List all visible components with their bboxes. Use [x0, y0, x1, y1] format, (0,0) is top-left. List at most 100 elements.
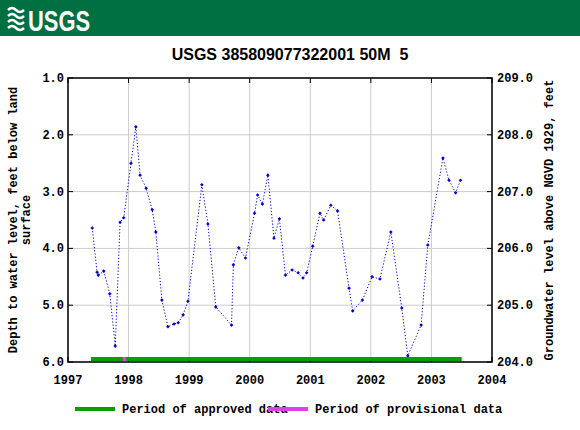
header-banner: [0, 0, 580, 36]
data-point: [296, 271, 300, 275]
legend-label: Period of provisional data: [315, 403, 502, 417]
data-point: [400, 306, 404, 310]
chart: USGS USGS 385809077322001 50M 5 1997 1998 19…: [0, 0, 580, 430]
y2-tick-label: 204.0: [497, 356, 533, 370]
data-point: [318, 211, 322, 215]
y-tick-label: 1.0: [42, 72, 64, 86]
y2-tick-label: 206.0: [497, 242, 533, 256]
y2-tick-label: 207.0: [497, 186, 533, 200]
data-point: [90, 226, 94, 230]
data-point: [278, 217, 282, 221]
data-point: [441, 156, 445, 160]
data-point: [232, 263, 236, 267]
data-point: [336, 209, 340, 213]
data-point: [134, 125, 138, 129]
x-tick-label: 1999: [175, 374, 204, 388]
period-bar: [123, 357, 127, 361]
y-tick-label: 3.0: [42, 186, 64, 200]
data-point: [113, 344, 117, 348]
grid-line: [189, 78, 190, 362]
data-point: [206, 222, 210, 226]
y2-tick-label: 209.0: [497, 72, 533, 86]
data-point: [329, 203, 333, 207]
data-point: [351, 309, 355, 313]
grid-line: [68, 134, 492, 135]
data-point: [370, 275, 374, 279]
y-tick-label: 6.0: [42, 356, 64, 370]
data-point: [454, 191, 458, 195]
data-point: [406, 354, 410, 358]
data-point: [361, 298, 365, 302]
data-point: [181, 313, 185, 317]
data-point: [244, 256, 248, 260]
y-axis-label: Depth to water level, feet below land: [7, 87, 21, 353]
grid-line: [68, 191, 492, 192]
data-point: [426, 243, 430, 247]
grid-line: [68, 248, 492, 249]
data-point: [311, 244, 315, 248]
data-point: [272, 236, 276, 240]
data-point: [102, 269, 106, 273]
period-bar: [91, 357, 462, 361]
logo-waves: [8, 8, 24, 30]
data-point: [230, 323, 234, 327]
y-tick-label: 4.0: [42, 242, 64, 256]
y-tick-label: 2.0: [42, 129, 64, 143]
data-point: [118, 220, 122, 224]
data-point: [186, 299, 190, 303]
x-tick-label: 2004: [478, 374, 507, 388]
y-tick-label: 5.0: [42, 299, 64, 313]
data-point: [322, 218, 326, 222]
legend-label: Period of approved data: [122, 403, 288, 417]
data-point: [166, 325, 170, 329]
data-point: [347, 286, 351, 290]
data-point: [389, 230, 393, 234]
data-point: [96, 273, 100, 277]
data-point: [237, 246, 241, 250]
data-point: [419, 323, 423, 327]
x-tick-label: 2002: [356, 374, 385, 388]
x-tick-label: 2003: [417, 374, 446, 388]
data-point: [176, 321, 180, 325]
data-point: [256, 193, 260, 197]
x-tick-label: 1998: [114, 374, 143, 388]
x-tick-label: 1997: [54, 374, 83, 388]
legend-swatch: [268, 407, 308, 411]
grid-line: [370, 78, 371, 362]
data-point: [150, 208, 154, 212]
plot-area: [90, 125, 462, 361]
data-point: [447, 178, 451, 182]
data-point: [459, 178, 463, 182]
data-point: [378, 277, 382, 281]
logo-text: USGS: [28, 4, 90, 37]
data-point: [305, 271, 309, 275]
logo: USGS: [8, 4, 90, 37]
grid-line: [249, 78, 250, 362]
y2-axis-label: Groundwater level above NGVD 1929, feet: [543, 80, 557, 361]
data-point: [108, 292, 112, 296]
data-point: [266, 173, 270, 177]
series-line: [92, 127, 460, 356]
data-point: [301, 276, 305, 280]
x-tick-label: 2000: [235, 374, 264, 388]
data-point: [160, 298, 164, 302]
data-point: [261, 202, 265, 206]
data-point: [122, 216, 126, 220]
x-tick-label: 2001: [296, 374, 325, 388]
data-point: [172, 322, 176, 326]
data-point: [253, 211, 257, 215]
y2-tick-label: 208.0: [497, 129, 533, 143]
data-point: [129, 161, 133, 165]
data-point: [138, 173, 142, 177]
data-point: [154, 230, 158, 234]
plot-frame: [68, 78, 492, 362]
y-axis-label: surface: [20, 195, 34, 245]
data-point: [290, 268, 294, 272]
data-point: [200, 183, 204, 187]
data-point: [284, 273, 288, 277]
title: USGS 385809077322001 50M 5: [172, 46, 409, 63]
y2-tick-label: 205.0: [497, 299, 533, 313]
grid-line: [128, 78, 129, 362]
data-point: [144, 186, 148, 190]
grid-line: [68, 305, 492, 306]
